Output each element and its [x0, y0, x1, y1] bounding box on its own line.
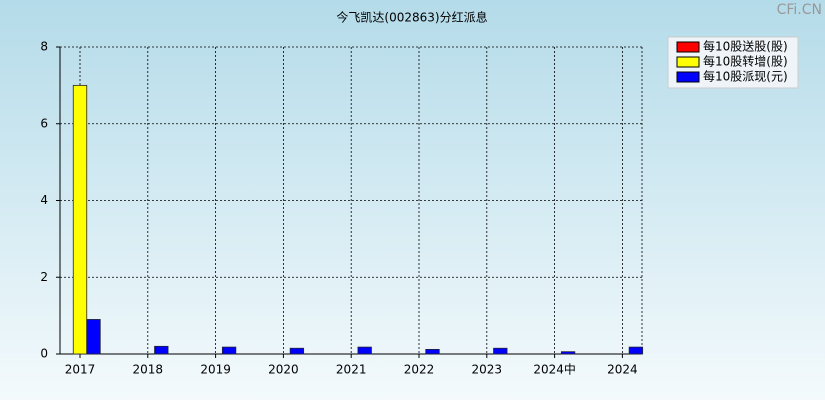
y-tick-label: 8 — [40, 40, 48, 54]
legend-swatch — [676, 41, 700, 53]
y-tick-label: 4 — [40, 193, 48, 207]
x-tick-label: 2017 — [65, 363, 96, 377]
x-tick-label: 2024中 — [533, 362, 576, 377]
legend-label: 每10股派现(元) — [703, 69, 788, 84]
x-tick-label: 2020 — [268, 363, 299, 377]
bar — [425, 348, 440, 355]
bar — [86, 319, 101, 355]
bar — [560, 351, 576, 355]
legend-label: 每10股送股(股) — [703, 39, 788, 54]
x-tick-label: 2022 — [404, 363, 435, 377]
x-tick-label: 2021 — [336, 363, 367, 377]
y-tick-label: 0 — [40, 347, 48, 361]
x-tick-label: 2024 — [607, 363, 638, 377]
bar — [72, 84, 88, 355]
legend-swatch — [676, 56, 700, 68]
x-tick-label: 2019 — [200, 363, 231, 377]
bar — [154, 345, 169, 355]
bar — [628, 346, 644, 355]
y-tick-label: 6 — [40, 116, 48, 130]
bar — [493, 347, 508, 355]
x-tick-label: 2018 — [133, 363, 164, 377]
bar — [357, 346, 372, 355]
x-tick-label: 2023 — [472, 363, 503, 377]
y-tick-label: 2 — [40, 270, 48, 284]
watermark: CFi.CN — [777, 2, 822, 18]
legend-label: 每10股转增(股) — [703, 54, 788, 69]
legend-swatch — [676, 71, 700, 83]
bar — [289, 347, 305, 355]
chart-title: 今飞凯达(002863)分红派息 — [336, 10, 487, 25]
bar — [221, 346, 237, 355]
